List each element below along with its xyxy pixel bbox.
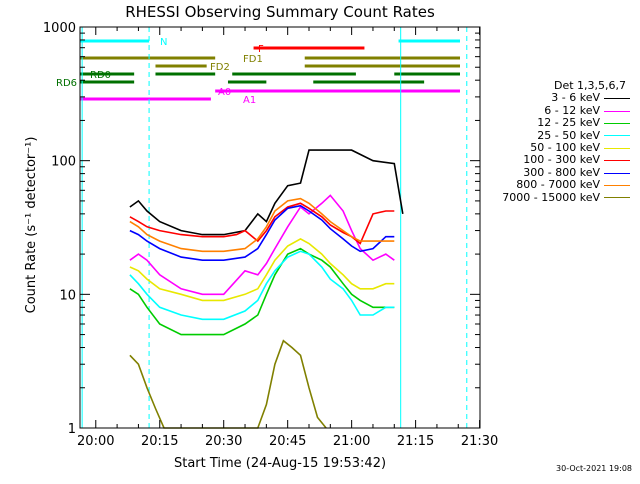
y-axis-label: Count Rate (s⁻¹ detector⁻¹) — [24, 137, 39, 314]
legend-entry-1: 6 - 12 keV — [470, 103, 630, 117]
legend-swatch — [604, 147, 630, 149]
flag-label-f: F — [258, 44, 264, 55]
legend-label: 6 - 12 keV — [544, 103, 600, 117]
flag-label-rd6: RD6 — [56, 78, 77, 89]
series-line-0 — [129, 149, 404, 236]
x-tick-label-0: 20:00 — [77, 434, 114, 449]
legend-entry-3: 25 - 50 keV — [470, 128, 630, 142]
y-tick-label-3: 1000 — [43, 21, 76, 36]
legend-entry-2: 12 - 25 keV — [470, 116, 630, 130]
x-tick-label-5: 21:15 — [397, 434, 434, 449]
axes-layer: 20:00 20:15 20:30 20:45 21:00 21:15 21:30 1 10 10… — [43, 21, 498, 449]
y-tick-label-0: 1 — [68, 422, 76, 437]
series-line-6 — [129, 204, 395, 261]
series-line-8 — [129, 339, 327, 429]
flag-label-rd0: RD0 — [90, 70, 111, 81]
x-axis-label: Start Time (24-Aug-15 19:53:42) — [174, 456, 386, 471]
legend-title: Det 1,3,5,6,7 — [553, 79, 626, 92]
flag-label-n: N — [160, 37, 167, 48]
legend-entry-7: 800 - 7000 keV — [470, 178, 630, 192]
flag-label-fd2: FD2 — [210, 62, 230, 73]
flag-label-fd1: FD1 — [243, 54, 263, 65]
legend-swatch — [604, 122, 630, 124]
series-layer — [129, 149, 404, 429]
x-tick-label-1: 20:15 — [141, 434, 178, 449]
legend-label: 25 - 50 keV — [537, 128, 600, 142]
legend-label: 7000 - 15000 keV — [502, 190, 600, 204]
flag-label-a1: A1 — [243, 95, 256, 106]
legend-label: 50 - 100 keV — [530, 141, 600, 155]
x-tick-label-4: 21:00 — [333, 434, 370, 449]
legend-swatch — [604, 110, 630, 112]
y-tick-label-2: 100 — [51, 155, 76, 170]
legend-swatch — [604, 184, 630, 186]
legend: Det 1,3,5,6,7 3 - 6 keV 6 - 12 keV 12 - 25… — [470, 79, 630, 204]
legend-swatch — [604, 135, 630, 137]
legend-entry-4: 50 - 100 keV — [470, 141, 630, 155]
series-line-4 — [129, 237, 395, 302]
flag-label-a0: A0 — [218, 87, 231, 98]
legend-entry-0: 3 - 6 keV — [470, 91, 630, 105]
legend-label: 3 - 6 keV — [551, 91, 600, 105]
legend-swatch — [604, 197, 630, 199]
legend-swatch — [604, 98, 630, 100]
legend-entry-8: 7000 - 15000 keV — [470, 190, 630, 204]
legend-swatch — [604, 172, 630, 174]
plot-frame — [79, 26, 481, 429]
series-line-7 — [129, 197, 395, 253]
series-line-3 — [129, 250, 395, 321]
legend-label: 800 - 7000 keV — [516, 178, 600, 192]
x-tick-label-3: 20:45 — [269, 434, 306, 449]
chart-title: RHESSI Observing Summary Count Rates — [125, 3, 435, 21]
y-tick-label-1: 10 — [59, 288, 76, 303]
legend-swatch — [604, 160, 630, 162]
legend-entry-6: 300 - 800 keV — [470, 165, 630, 179]
legend-label: 12 - 25 keV — [537, 116, 600, 130]
x-tick-label-2: 20:30 — [205, 434, 242, 449]
legend-label: 100 - 300 keV — [523, 153, 600, 167]
legend-entry-5: 100 - 300 keV — [470, 154, 630, 166]
x-tick-label-6: 21:30 — [461, 434, 498, 449]
timestamp: 30-Oct-2021 19:08 — [556, 464, 632, 473]
legend-label: 300 - 800 keV — [523, 165, 600, 179]
